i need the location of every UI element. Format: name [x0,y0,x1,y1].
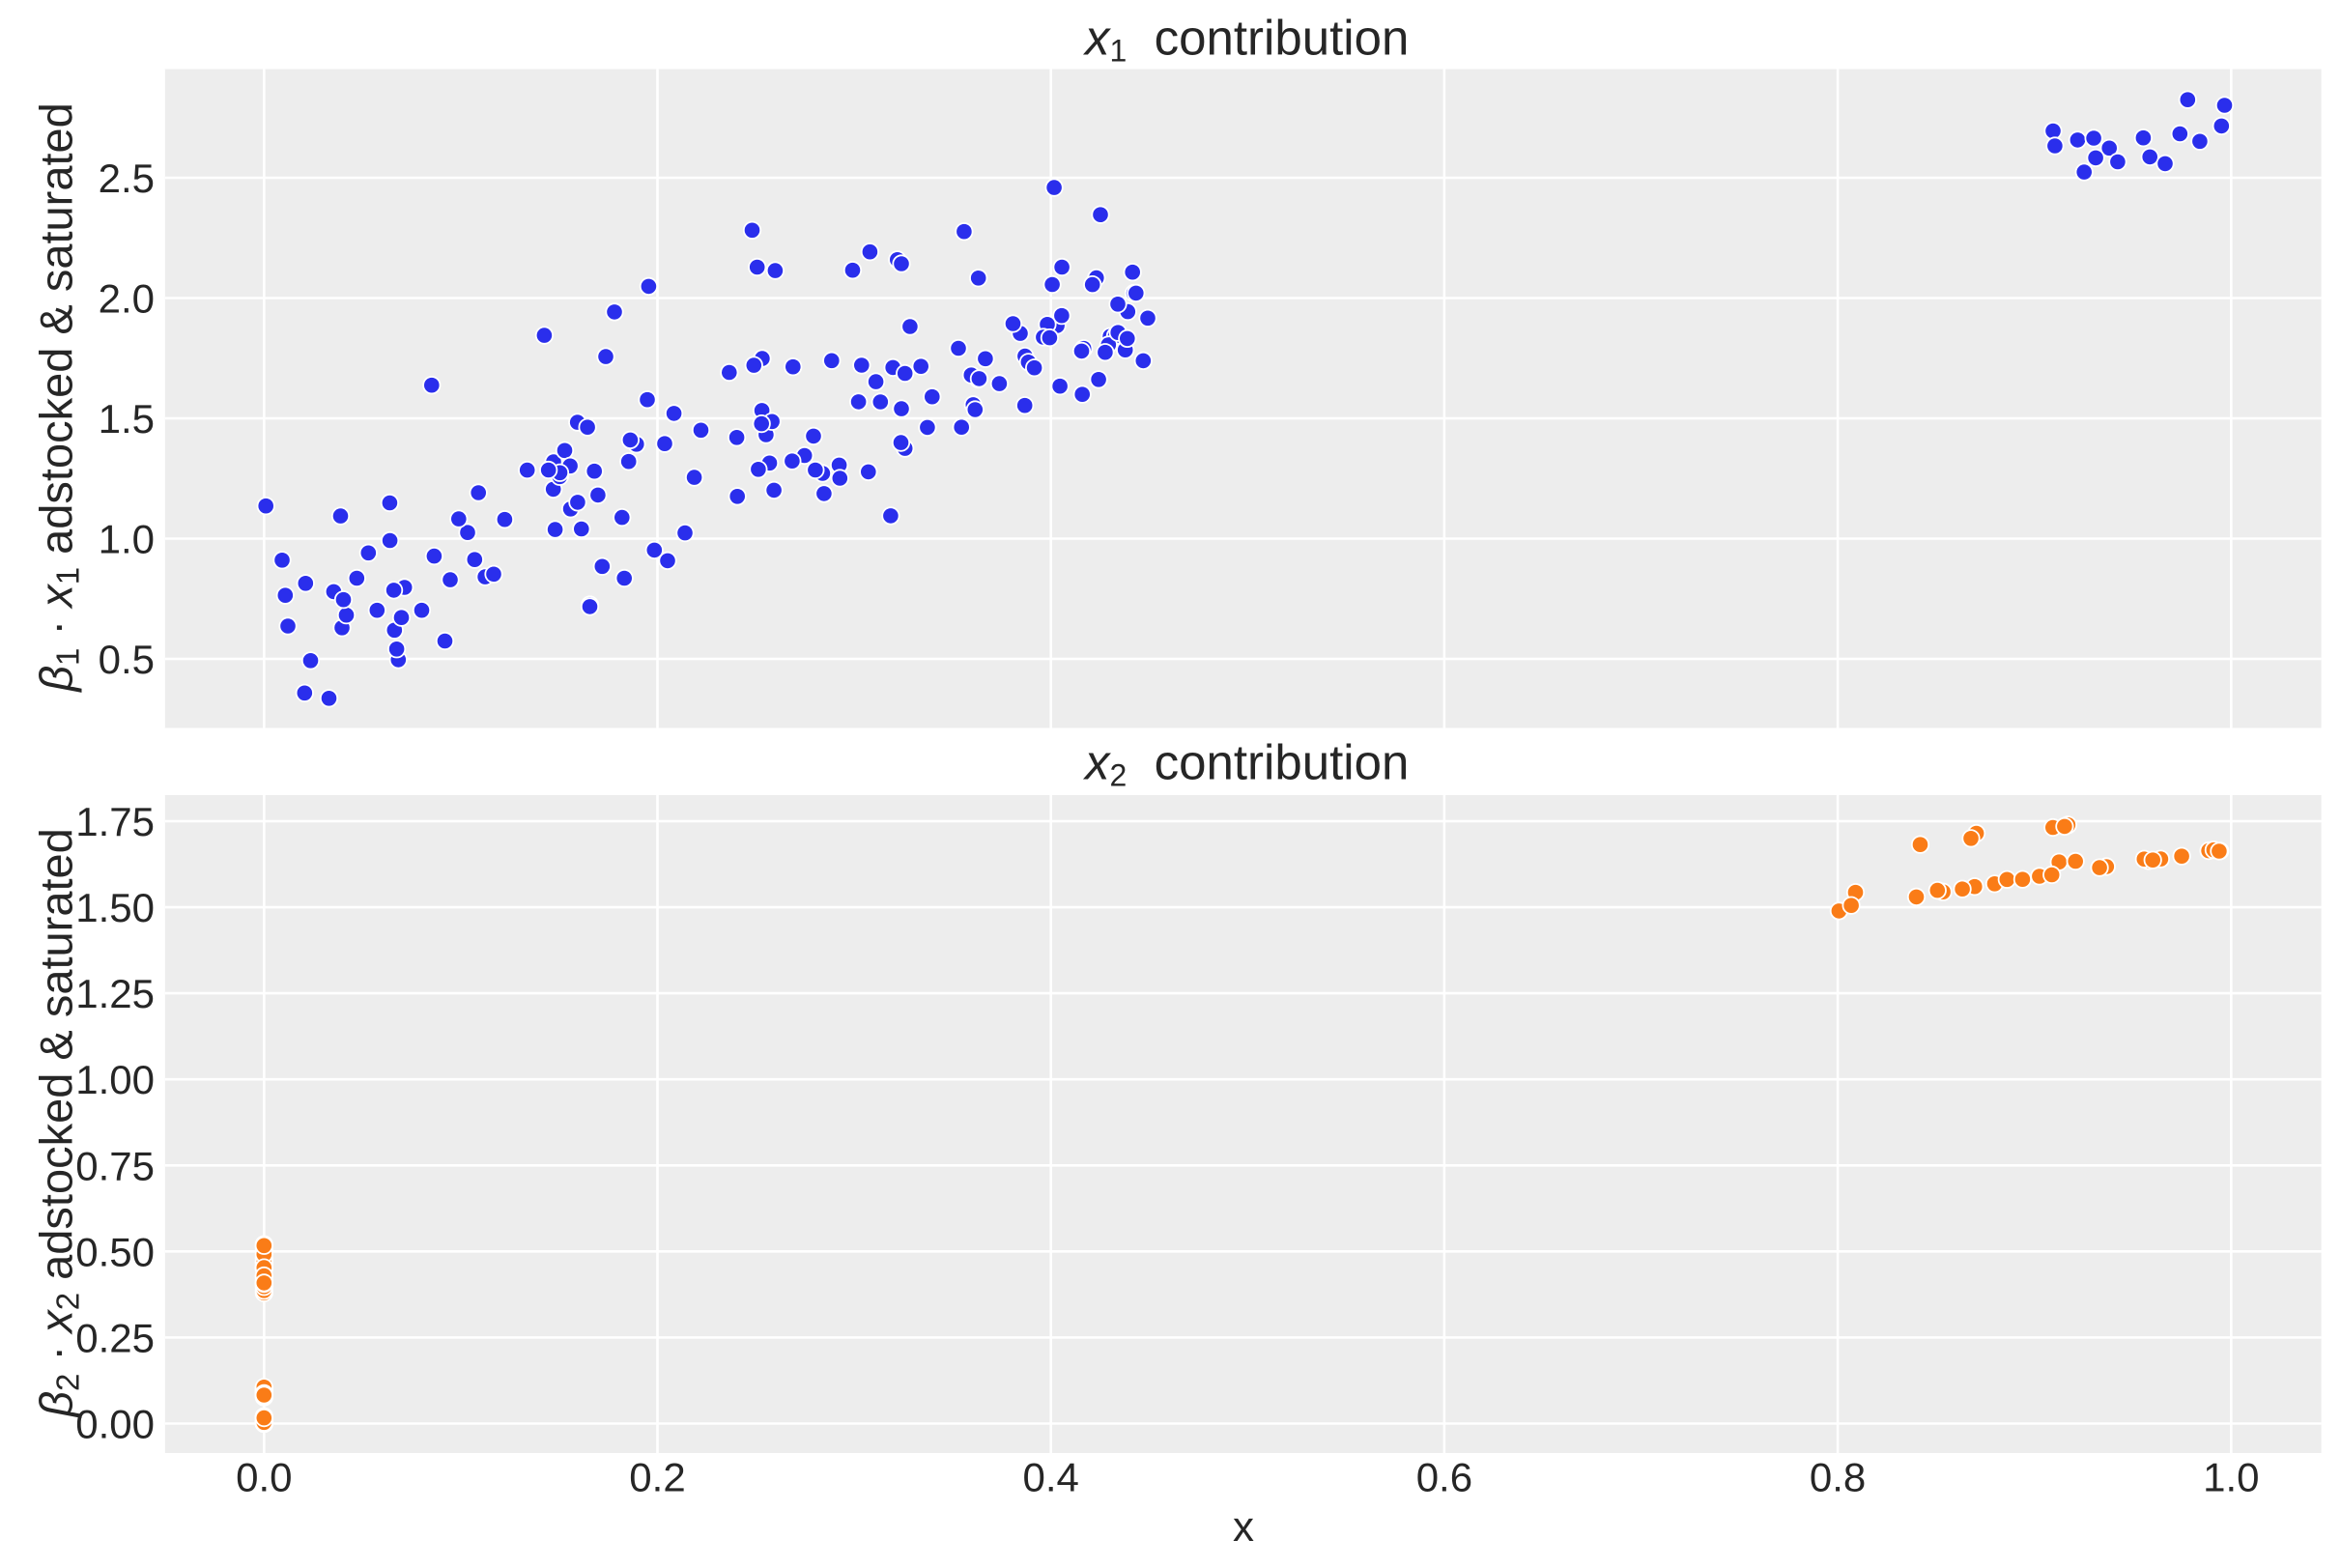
svg-text:0.8: 0.8 [1810,1455,1866,1500]
svg-text:2.0: 2.0 [99,276,155,322]
svg-text:0.50: 0.50 [75,1229,155,1274]
svg-text:1.5: 1.5 [99,396,155,442]
svg-text:x: x [1233,1503,1254,1551]
svg-text:1.50: 1.50 [75,885,155,930]
svg-text:0.5: 0.5 [99,637,155,682]
svg-text:1.25: 1.25 [75,971,155,1016]
svg-text:1.0: 1.0 [99,517,155,562]
svg-text:0.75: 0.75 [75,1143,155,1188]
svg-text:0.00: 0.00 [75,1402,155,1447]
svg-text:0.2: 0.2 [629,1455,685,1500]
svg-text:0.6: 0.6 [1416,1455,1472,1500]
svg-text:0.4: 0.4 [1023,1455,1079,1500]
svg-text:x1 contribution: x1 contribution [1082,11,1409,69]
svg-text:x2 contribution: x2 contribution [1082,734,1409,792]
svg-text:1.75: 1.75 [75,799,155,844]
svg-text:1.00: 1.00 [75,1057,155,1102]
svg-text:2.5: 2.5 [99,156,155,201]
svg-text:0.0: 0.0 [236,1455,292,1500]
svg-text:1.0: 1.0 [2203,1455,2259,1500]
svg-text:0.25: 0.25 [75,1315,155,1360]
svg-text:β2 · x2 adstocked & saturated: β2 · x2 adstocked & saturated [31,828,86,1419]
svg-text:β1 · x1 adstocked & saturated: β1 · x1 adstocked & saturated [31,102,86,694]
